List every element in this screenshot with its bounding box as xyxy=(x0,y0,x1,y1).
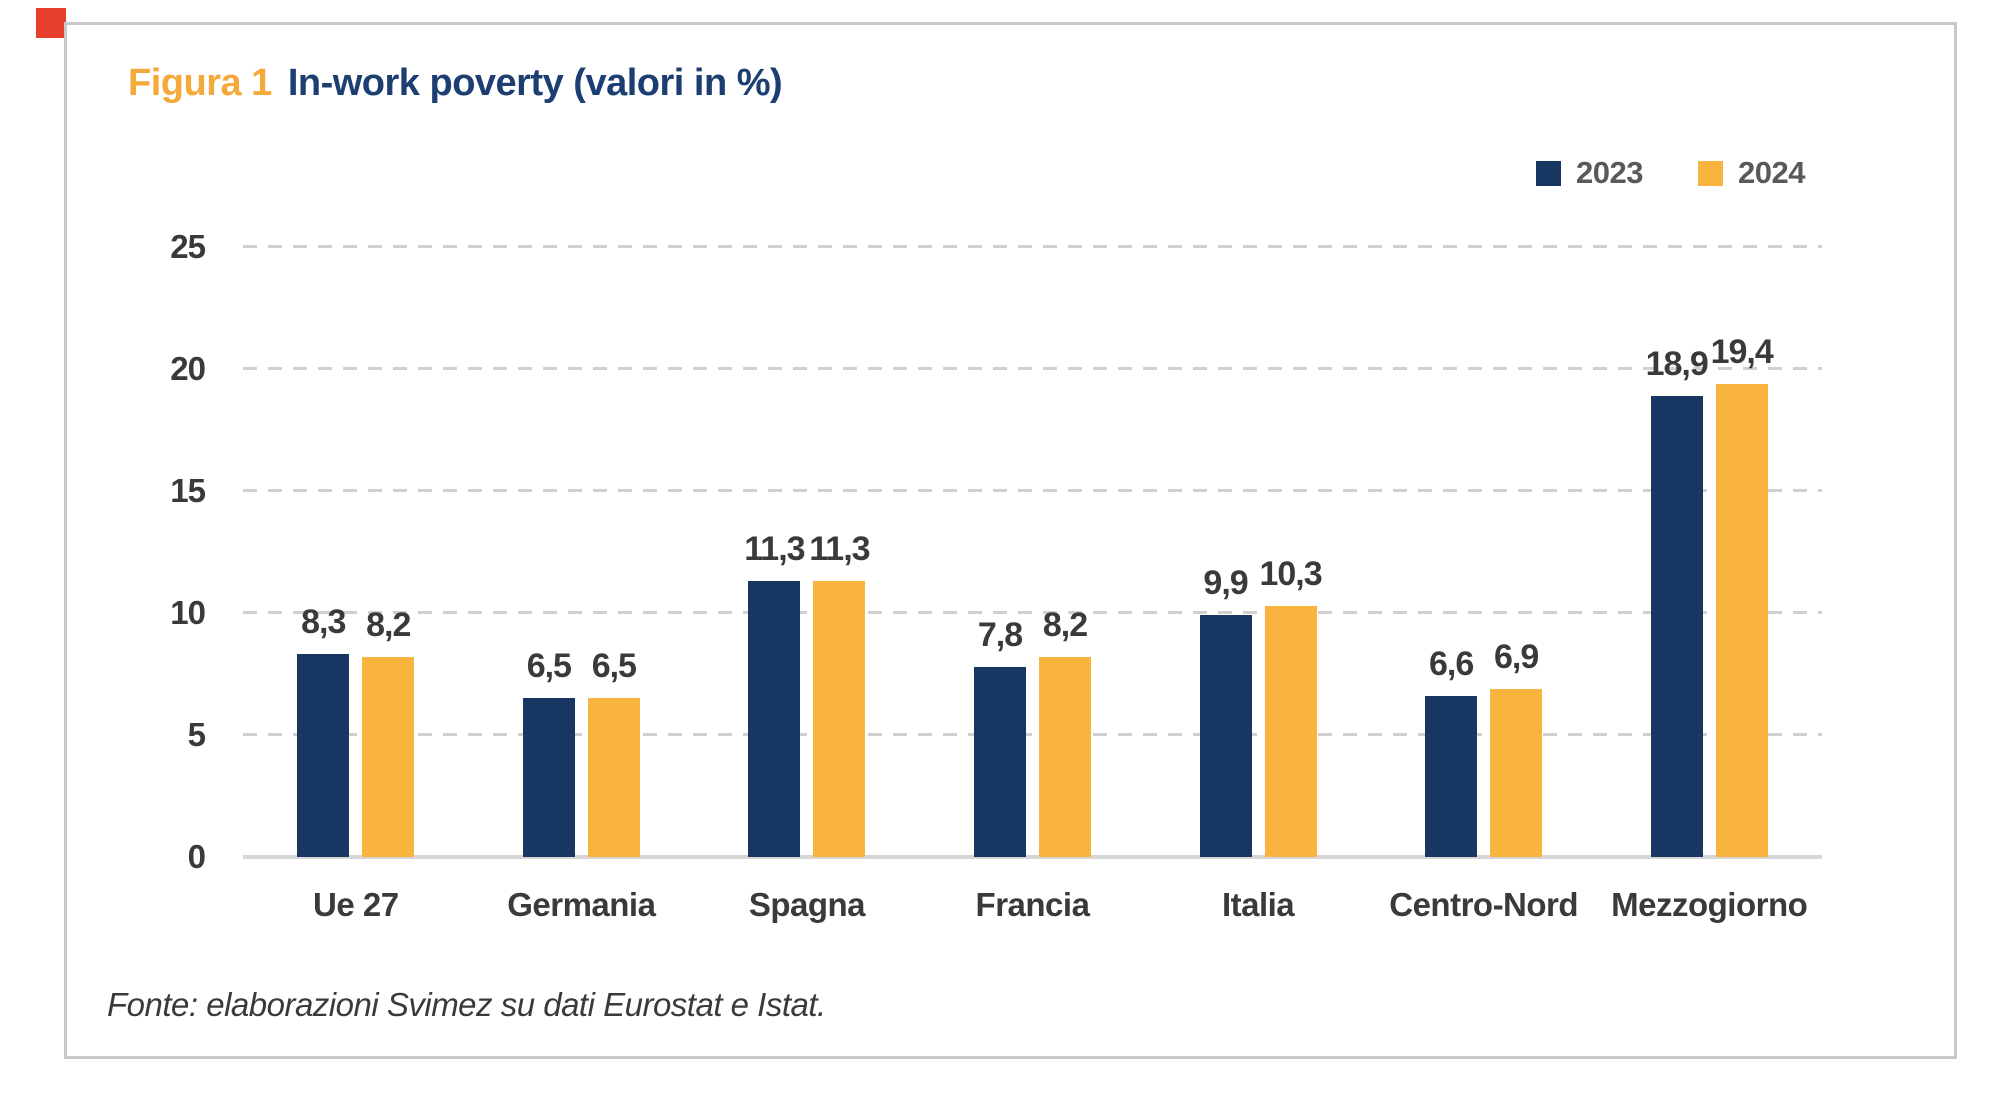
x-axis-category-label-mezzogiorno: Mezzogiorno xyxy=(1611,886,1808,923)
legend-item-2024: 2024 xyxy=(1697,155,1805,191)
bar-value-label-2024-centro-nord: 6,9 xyxy=(1494,637,1539,676)
bar-value-label-2024-ue-27: 8,2 xyxy=(366,605,411,644)
y-axis-tick-label: 5 xyxy=(187,716,206,753)
bar-value-label-2024-italia: 10,3 xyxy=(1259,554,1322,593)
bar-2024-italia xyxy=(1264,605,1317,857)
bar-2024-centro-nord xyxy=(1490,688,1543,857)
bar-value-label-2023-spagna: 11,3 xyxy=(744,530,805,569)
legend-label-2023: 2023 xyxy=(1576,155,1643,190)
legend-label-2024: 2024 xyxy=(1737,155,1805,190)
chart-legend: 2023 2024 xyxy=(1536,155,1805,191)
gridline xyxy=(243,245,1822,248)
bar-value-label-2024-francia: 8,2 xyxy=(1042,605,1088,644)
gridline xyxy=(243,733,1822,736)
x-axis-category-label-ue-27: Ue 27 xyxy=(313,886,399,923)
figure-label: Figura 1 xyxy=(128,62,272,104)
bar-value-label-2023-italia: 9,9 xyxy=(1203,564,1248,603)
bar-value-label-2024-mezzogiorno: 19,4 xyxy=(1710,332,1774,371)
bar-2024-germania xyxy=(587,698,640,857)
legend-swatch-2023 xyxy=(1536,160,1561,186)
bar-2023-spagna xyxy=(748,581,801,857)
bar-value-label-2024-spagna: 11,3 xyxy=(809,530,870,569)
x-axis-line xyxy=(243,855,1822,859)
legend-swatch-2024 xyxy=(1697,160,1723,186)
bar-2024-ue-27 xyxy=(362,656,415,857)
x-axis-category-label-francia: Francia xyxy=(975,886,1090,923)
figure-title-row: Figura 1 In-work poverty (valori in %) xyxy=(128,62,783,105)
bar-2023-francia xyxy=(974,666,1026,857)
bar-2023-ue-27 xyxy=(297,654,350,857)
y-axis-tick-label: 25 xyxy=(170,228,206,265)
gridline xyxy=(243,367,1822,370)
y-axis-tick-label: 20 xyxy=(170,350,206,387)
bar-2024-mezzogiorno xyxy=(1715,383,1768,857)
bar-2024-francia xyxy=(1039,656,1091,857)
bar-2023-germania xyxy=(522,698,575,857)
gridline xyxy=(243,489,1822,492)
x-axis-category-row: Ue 27 Germania Spagna Francia Italia Centro-N… xyxy=(243,886,1822,930)
bar-2023-italia xyxy=(1199,615,1252,857)
y-axis-tick-label: 0 xyxy=(187,838,206,875)
x-axis-category-label-germania: Germania xyxy=(507,886,656,923)
figure-frame xyxy=(64,22,1957,1059)
y-axis-tick-label: 15 xyxy=(170,472,206,509)
gridline xyxy=(243,611,1822,614)
plot-area: 0 5 10 15 20 25 8,3 8,2 6,5 6,5 11,3 11,3 7,8 8,2 9,9 1… xyxy=(170,228,1822,875)
red-square-marker xyxy=(36,8,66,38)
bar-value-label-2023-mezzogiorno: 18,9 xyxy=(1645,344,1709,383)
x-axis-category-label-centro-nord: Centro-Nord xyxy=(1389,886,1579,923)
figure-title: In-work poverty (valori in %) xyxy=(287,62,783,104)
bar-value-label-2023-francia: 7,8 xyxy=(977,615,1023,654)
bar-value-label-2023-germania: 6,5 xyxy=(526,647,572,686)
x-axis-category-label-italia: Italia xyxy=(1221,886,1295,923)
source-note: Fonte: elaborazioni Svimez su dati Euros… xyxy=(107,986,826,1023)
bar-value-label-2023-centro-nord: 6,6 xyxy=(1429,644,1474,683)
bar-2024-spagna xyxy=(813,581,866,857)
bar-value-label-2024-germania: 6,5 xyxy=(591,647,637,686)
bar-2023-centro-nord xyxy=(1425,695,1478,857)
bar-value-label-2023-ue-27: 8,3 xyxy=(301,603,346,642)
legend-item-2023: 2023 xyxy=(1536,155,1643,191)
y-axis-tick-label: 10 xyxy=(170,594,206,631)
x-axis-category-label-spagna: Spagna xyxy=(748,886,866,923)
bar-2023-mezzogiorno xyxy=(1650,395,1703,857)
